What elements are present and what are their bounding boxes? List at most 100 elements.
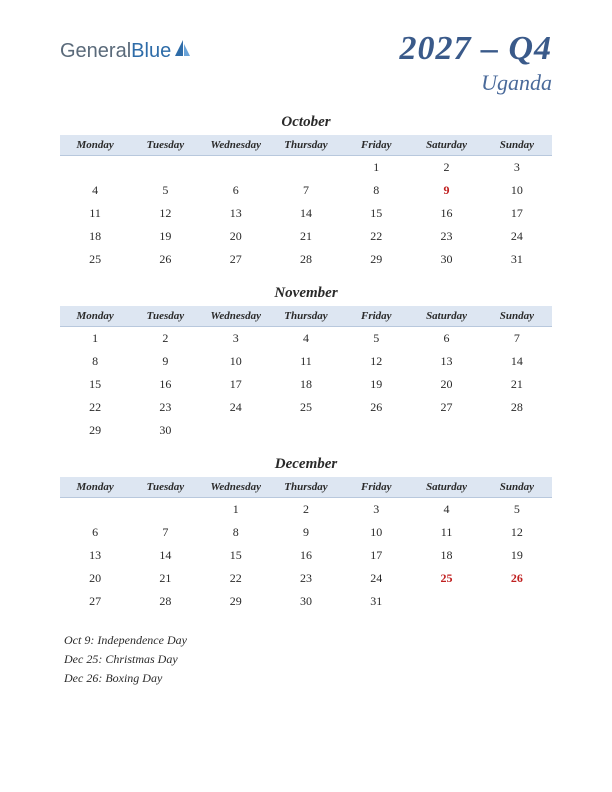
calendar-cell: 1 xyxy=(341,156,411,180)
calendar-row: 123 xyxy=(60,156,552,180)
calendar-cell: 7 xyxy=(130,521,200,544)
calendar-row: 2728293031 xyxy=(60,590,552,613)
day-header: Saturday xyxy=(411,477,481,498)
calendar-cell: 29 xyxy=(341,248,411,271)
calendar-cell: 17 xyxy=(482,202,552,225)
calendar-row: 891011121314 xyxy=(60,350,552,373)
calendar-cell: 3 xyxy=(482,156,552,180)
calendar-cell: 29 xyxy=(60,419,130,442)
day-header: Wednesday xyxy=(201,477,271,498)
calendar-cell xyxy=(60,156,130,180)
calendar-cell: 22 xyxy=(341,225,411,248)
calendar-row: 25262728293031 xyxy=(60,248,552,271)
calendar-cell: 22 xyxy=(201,567,271,590)
calendar-row: 20212223242526 xyxy=(60,567,552,590)
calendar-cell: 13 xyxy=(411,350,481,373)
calendar-cell: 7 xyxy=(482,327,552,351)
calendar-cell: 23 xyxy=(411,225,481,248)
calendar-cell: 11 xyxy=(271,350,341,373)
calendar-cell xyxy=(482,590,552,613)
header: GeneralBlue 2027 – Q4 Uganda xyxy=(60,30,552,96)
calendar-cell: 25 xyxy=(271,396,341,419)
calendar-cell: 18 xyxy=(60,225,130,248)
day-header: Friday xyxy=(341,135,411,156)
calendar-cell: 21 xyxy=(130,567,200,590)
day-header: Tuesday xyxy=(130,477,200,498)
calendar-cell xyxy=(130,498,200,522)
calendar-cell: 25 xyxy=(411,567,481,590)
calendar-row: 1234567 xyxy=(60,327,552,351)
month-block: NovemberMondayTuesdayWednesdayThursdayFr… xyxy=(60,285,552,442)
calendar-cell: 2 xyxy=(271,498,341,522)
month-block: DecemberMondayTuesdayWednesdayThursdayFr… xyxy=(60,456,552,613)
calendar-cell: 20 xyxy=(201,225,271,248)
calendar-cell: 31 xyxy=(341,590,411,613)
day-header: Tuesday xyxy=(130,306,200,327)
calendar-cell: 27 xyxy=(201,248,271,271)
calendar-cell: 12 xyxy=(341,350,411,373)
calendar-cell xyxy=(201,419,271,442)
calendar-cell: 5 xyxy=(341,327,411,351)
page-title: 2027 – Q4 xyxy=(399,30,552,68)
day-header: Friday xyxy=(341,306,411,327)
calendar-row: 6789101112 xyxy=(60,521,552,544)
calendar-cell xyxy=(130,156,200,180)
holiday-list: Oct 9: Independence DayDec 25: Christmas… xyxy=(60,631,552,689)
calendar-cell: 26 xyxy=(482,567,552,590)
calendar-row: 15161718192021 xyxy=(60,373,552,396)
calendar-cell: 9 xyxy=(271,521,341,544)
calendar-row: 13141516171819 xyxy=(60,544,552,567)
logo-sail-icon xyxy=(173,38,193,64)
holiday-entry: Dec 25: Christmas Day xyxy=(64,650,552,669)
calendar-cell: 17 xyxy=(201,373,271,396)
calendar-cell: 20 xyxy=(60,567,130,590)
calendar-row: 45678910 xyxy=(60,179,552,202)
page-subtitle: Uganda xyxy=(399,70,552,96)
calendar-cell: 4 xyxy=(60,179,130,202)
calendar-cell: 15 xyxy=(341,202,411,225)
calendar-cell: 16 xyxy=(271,544,341,567)
calendar-cell: 6 xyxy=(201,179,271,202)
calendar-cell: 10 xyxy=(201,350,271,373)
calendar-cell: 28 xyxy=(130,590,200,613)
day-header: Thursday xyxy=(271,135,341,156)
calendar-cell xyxy=(341,419,411,442)
calendar-cell: 8 xyxy=(341,179,411,202)
calendar-cell: 26 xyxy=(130,248,200,271)
calendar-cell: 13 xyxy=(60,544,130,567)
day-header: Monday xyxy=(60,477,130,498)
calendar-cell: 27 xyxy=(60,590,130,613)
calendar-cell: 13 xyxy=(201,202,271,225)
calendar-cell: 30 xyxy=(411,248,481,271)
month-name: October xyxy=(60,114,552,131)
calendar-row: 18192021222324 xyxy=(60,225,552,248)
calendar-cell xyxy=(271,419,341,442)
logo-text-blue: Blue xyxy=(131,40,171,63)
day-header: Monday xyxy=(60,306,130,327)
calendar-cell: 27 xyxy=(411,396,481,419)
calendar-cell: 1 xyxy=(201,498,271,522)
calendar-cell: 14 xyxy=(271,202,341,225)
calendar-cell xyxy=(482,419,552,442)
month-block: OctoberMondayTuesdayWednesdayThursdayFri… xyxy=(60,114,552,271)
calendar-cell: 4 xyxy=(271,327,341,351)
day-header: Sunday xyxy=(482,306,552,327)
logo-text-general: General xyxy=(60,40,131,63)
calendar-table: MondayTuesdayWednesdayThursdayFridaySatu… xyxy=(60,306,552,442)
calendar-cell: 6 xyxy=(411,327,481,351)
calendar-cell: 5 xyxy=(482,498,552,522)
month-name: December xyxy=(60,456,552,473)
calendar-cell xyxy=(411,419,481,442)
calendar-cell: 7 xyxy=(271,179,341,202)
calendar-cell: 12 xyxy=(130,202,200,225)
day-header: Wednesday xyxy=(201,135,271,156)
calendar-row: 22232425262728 xyxy=(60,396,552,419)
calendar-row: 2930 xyxy=(60,419,552,442)
calendar-cell: 14 xyxy=(130,544,200,567)
calendar-cell: 9 xyxy=(411,179,481,202)
calendar-cell: 8 xyxy=(60,350,130,373)
calendar-cell: 23 xyxy=(130,396,200,419)
calendar-cell: 21 xyxy=(271,225,341,248)
day-header: Saturday xyxy=(411,306,481,327)
calendar-cell: 19 xyxy=(130,225,200,248)
